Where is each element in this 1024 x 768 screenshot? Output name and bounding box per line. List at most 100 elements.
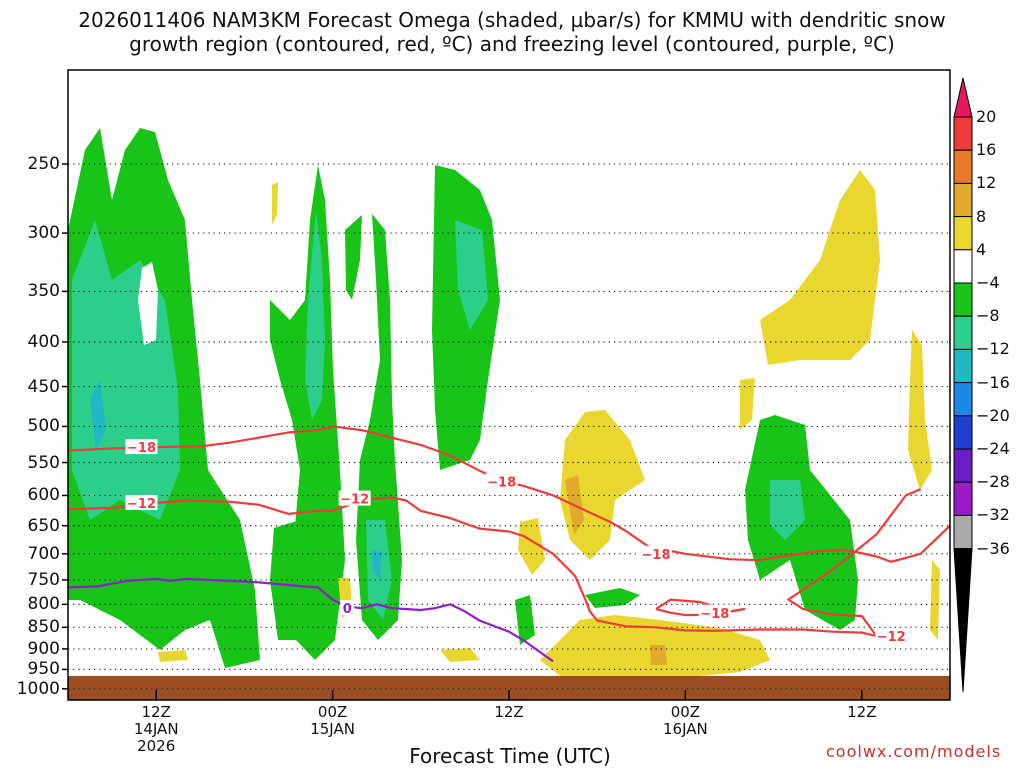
freezing-level-label: 0 [343,602,352,617]
y-tick-label: 550 [27,452,60,473]
colorbar-label: −36 [976,538,1010,558]
y-tick-label: 700 [27,543,60,564]
colorbar-band [953,282,973,317]
colorbar-band [953,216,973,251]
colorbar-label: −8 [976,306,1000,326]
omega-shading [68,128,950,700]
colorbar-label: 8 [976,206,987,226]
colorbar-band [953,514,973,550]
colorbar-label: −20 [976,405,1010,425]
omega-region [432,165,500,470]
contour-label-bg [875,628,908,644]
x-tick-label: 00Z [317,703,348,721]
contour-minus18 [68,425,950,563]
y-tick-label: 750 [27,569,60,590]
omega-region [372,550,382,580]
colorbar-label: 16 [976,140,997,160]
chart-title-line-2: growth region (contoured, red, ºC) and f… [129,32,895,56]
colorbar-band [953,348,973,384]
y-tick-label: 800 [27,594,60,615]
y-tick-label: 500 [27,416,60,437]
contour-label: −18 [642,548,671,563]
x-tick-label: 2026 [137,737,176,755]
x-axis-ticks [155,690,863,700]
contour-minus12-loop [787,488,922,637]
omega-region [90,380,106,450]
contour-label-bg [698,604,731,620]
colorbar-label: −24 [976,439,1010,458]
colorbar-band [953,415,973,450]
omega-region [272,182,278,225]
colorbar-label: −28 [976,472,1010,492]
y-tick-label: 300 [27,223,60,244]
x-tick-label: 16JAN [663,720,708,738]
omega-region [270,520,310,640]
omega-region [440,648,480,662]
y-tick-label: 600 [27,485,60,506]
colorbar-min-arrow [953,548,973,693]
omega-region [930,560,940,640]
x-axis-title: Forecast Time (UTC) [409,744,611,768]
contour-label: −18 [700,607,729,622]
y-tick-label: 650 [27,515,60,536]
colorbar-band [953,182,973,218]
colorbar-band [953,249,973,284]
x-tick-label: 12Z [141,703,171,721]
omega-region [518,518,545,575]
chart-title-line-1: 2026011406 NAM3KM Forecast Omega (shaded… [78,8,946,32]
omega-region [740,378,755,430]
omega-region [270,165,345,660]
x-tick-label: 12Z [494,703,524,721]
y-tick-label: 900 [27,638,60,659]
y-tick-label: 400 [27,331,60,352]
y-tick-label: 250 [27,154,60,175]
omega-region [515,595,535,645]
x-tick-label: 00Z [670,703,701,721]
x-tick-label: 14JAN [133,720,179,738]
x-tick-label: 12Z [847,703,877,721]
colorbar-label: 4 [976,239,987,259]
colorbar-band [953,382,973,417]
contour-label: −18 [487,475,516,490]
freezing-level-contour [68,577,554,663]
colorbar-band [953,481,973,516]
omega-region [908,330,932,490]
contour-minus18-loop [655,598,746,617]
source-credit[interactable]: coolwx.com/models [826,742,1002,761]
temperature-contours: −18 −12 −12 −18 −18 −18 −12 0 [68,425,950,663]
omega-region [305,210,325,420]
contour-label-bg [340,600,355,616]
contour-label: −18 [127,441,156,456]
colorbar [953,77,973,693]
colorbar-label: −4 [976,273,1000,292]
contour-minus12 [68,496,877,638]
colorbar-label: −12 [976,339,1010,359]
colorbar-label: −32 [976,505,1010,525]
omega-region [455,220,488,330]
contour-label: −12 [340,493,369,508]
y-tick-label: 450 [27,376,60,397]
y-tick-label: 950 [27,659,60,680]
y-tick-label: 1000 [16,678,60,699]
y-tick-label: 850 [27,617,60,638]
contour-label-bg [485,473,518,489]
omega-region [158,650,188,662]
colorbar-band [953,315,973,350]
contour-label: −12 [877,630,906,645]
x-tick-label: 15JAN [310,720,355,738]
y-tick-label: 350 [27,281,60,302]
omega-region [585,588,640,608]
omega-region [650,645,667,665]
colorbar-band [953,448,973,483]
colorbar-band [953,149,973,184]
colorbar-band [953,116,973,151]
contour-label-bg [640,545,672,561]
colorbar-label: 20 [976,107,997,126]
y-axis-ticks [62,163,68,690]
contour-label-bg [125,439,158,455]
colorbar-label: 12 [976,173,997,193]
colorbar-label: −16 [976,372,1010,392]
colorbar-max-arrow [953,77,973,118]
omega-region [138,262,158,345]
